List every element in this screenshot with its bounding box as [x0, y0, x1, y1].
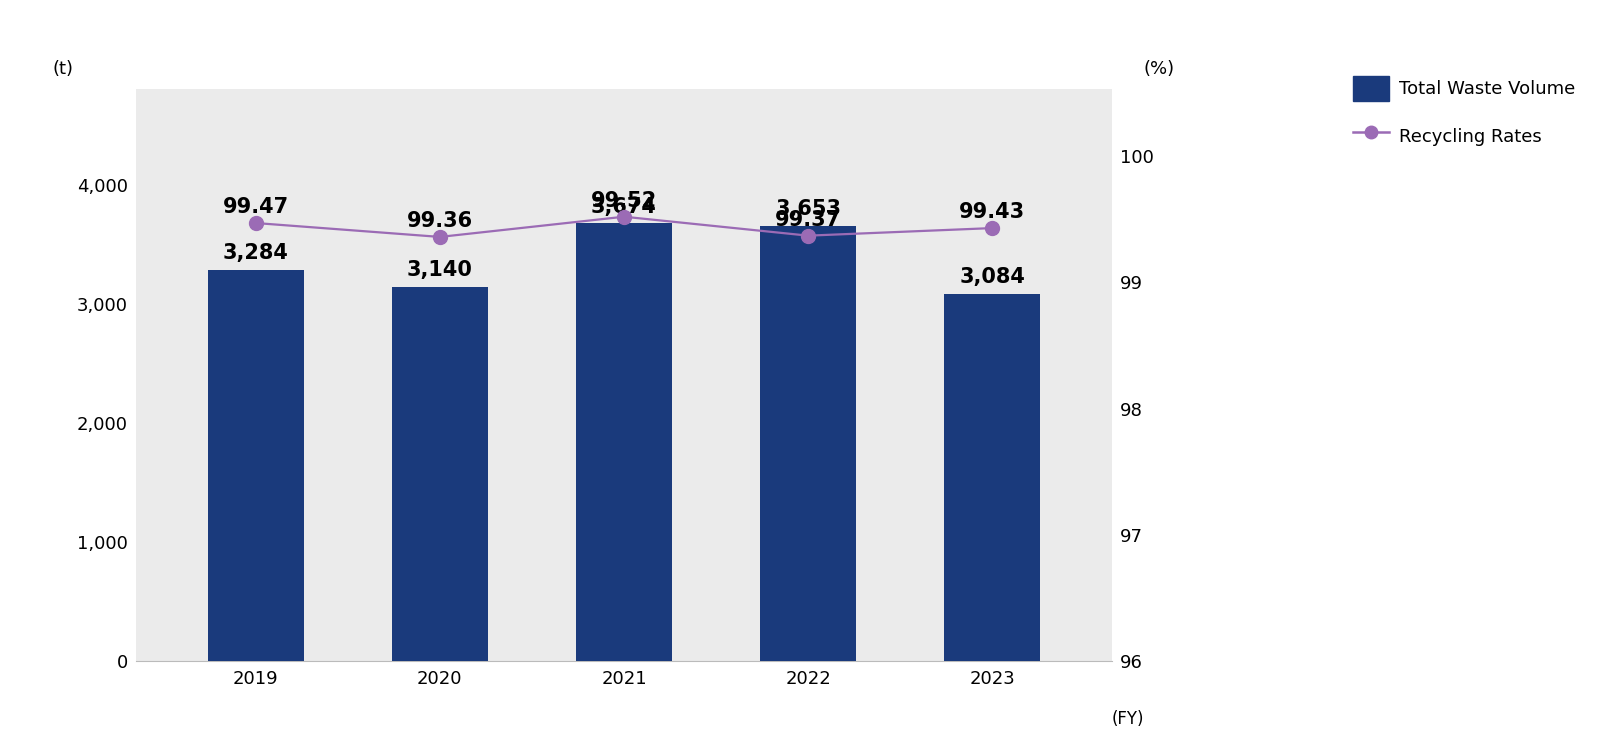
Text: (t): (t): [53, 59, 74, 78]
Text: 3,674: 3,674: [590, 197, 658, 217]
Text: (%): (%): [1144, 59, 1174, 78]
Legend: Total Waste Volume, Recycling Rates: Total Waste Volume, Recycling Rates: [1346, 68, 1582, 156]
Bar: [760, 226, 856, 661]
Text: 3,653: 3,653: [774, 199, 842, 219]
Text: 99.47: 99.47: [222, 198, 288, 218]
Text: 99.37: 99.37: [774, 210, 842, 230]
Bar: [392, 287, 488, 661]
Text: 3,140: 3,140: [406, 261, 472, 280]
Text: 99.52: 99.52: [590, 191, 658, 211]
Bar: [944, 293, 1040, 661]
Text: 99.43: 99.43: [960, 202, 1026, 222]
Text: 99.36: 99.36: [406, 211, 474, 231]
Bar: [576, 224, 672, 661]
Text: 3,084: 3,084: [960, 267, 1026, 287]
Text: 3,284: 3,284: [222, 243, 288, 263]
Bar: [208, 270, 304, 661]
Text: (FY): (FY): [1112, 710, 1144, 728]
